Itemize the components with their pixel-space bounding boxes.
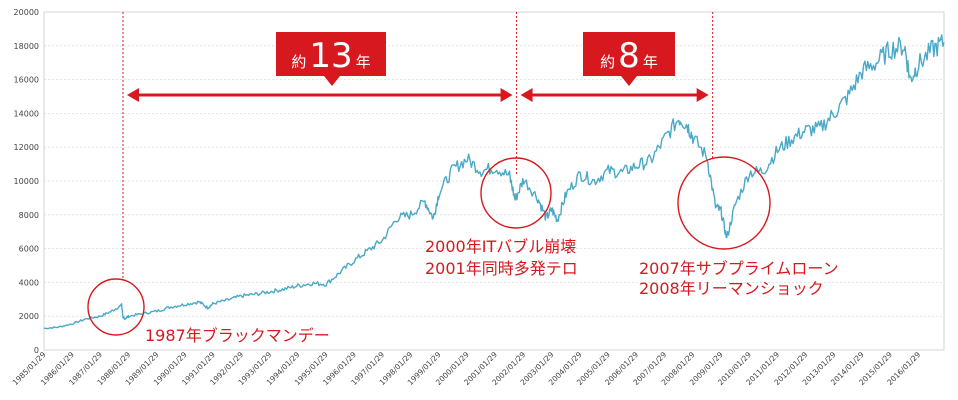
y-tick-label: 4000 (19, 278, 39, 287)
x-axis-ticks: 1985/01/291986/01/291987/01/291988/01/29… (11, 350, 923, 387)
annotation-1987-black-monday: 1987年ブラックマンデー (145, 326, 330, 345)
crash-circle-2001 (480, 157, 552, 229)
span-badge-8-years-suffix: 年 (643, 53, 658, 71)
series-line-index (43, 34, 945, 330)
span-badge-13-years-prefix: 約 (291, 53, 306, 71)
y-tick-label: 6000 (19, 245, 39, 254)
y-tick-label: 20000 (14, 8, 39, 17)
span-badge-13-years-box (276, 32, 386, 76)
crash-circle-1987 (87, 278, 145, 336)
span-badge-8-years-label: 約8 年 (600, 36, 658, 76)
span-arrow-13-years-left-head (126, 88, 139, 102)
span-arrow-13-years (126, 88, 513, 102)
y-tick-label: 10000 (14, 177, 39, 186)
y-axis-ticks: 0 2000 4000 6000 8000 10000 12000 14000 16000 180… (14, 8, 39, 355)
span-arrow-13-years-right-head (500, 88, 513, 102)
span-badge-8-years-number: 8 (618, 36, 640, 76)
span-badge-8-years: 約8 年 (583, 32, 675, 86)
y-tick-label: 8000 (19, 211, 39, 220)
crash-circle-2008 (677, 156, 771, 250)
span-arrow-8-years-right-head (696, 88, 709, 102)
series-group (43, 34, 945, 330)
annotation-2008-lehman: 2008年リーマンショック (639, 279, 824, 298)
y-tick-label: 18000 (14, 42, 39, 51)
span-badge-13-years-number: 13 (309, 36, 352, 76)
y-tick-label: 2000 (19, 312, 39, 321)
span-badge-13-years-pointer (324, 76, 340, 86)
y-tick-label: 0 (34, 346, 39, 355)
annotation-2007-subprime: 2007年サブプライムローン (639, 259, 839, 278)
span-arrow-8-years (520, 88, 709, 102)
span-arrow-8-years-left-head (520, 88, 533, 102)
annotation-2001-terror: 2001年同時多発テロ (425, 259, 578, 278)
grid-lines (44, 11, 944, 351)
span-badge-8-years-pointer (621, 76, 637, 86)
y-tick-label: 16000 (14, 76, 39, 85)
span-badge-13-years: 約13 年 (276, 32, 386, 86)
span-badge-13-years-suffix: 年 (356, 53, 371, 71)
y-tick-label: 12000 (14, 143, 39, 152)
span-badge-13-years-label: 約13 年 (291, 36, 370, 76)
span-badge-8-years-prefix: 約 (600, 53, 615, 71)
y-tick-label: 14000 (14, 109, 39, 118)
annotation-2000-it-bubble: 2000年ITバブル崩壊 (425, 237, 576, 256)
span-badge-8-years-box (583, 32, 675, 76)
